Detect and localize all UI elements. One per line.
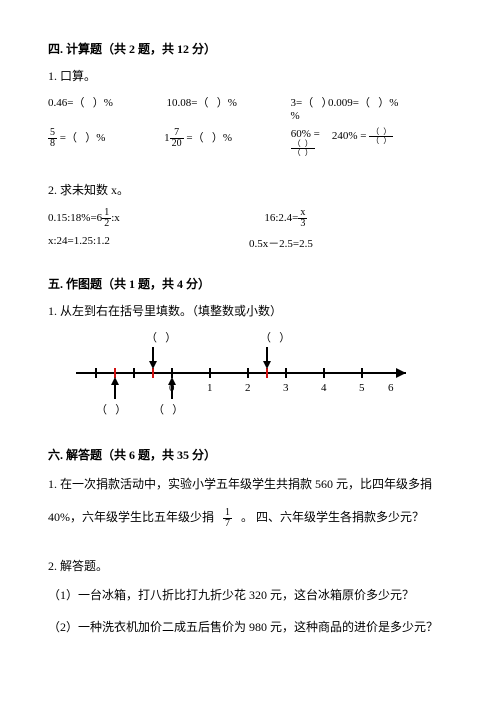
q4-1-label: 1. 口算。 bbox=[48, 67, 452, 84]
expr-text: ）% bbox=[85, 132, 105, 144]
numberline-wrap: 0 1 2 3 4 5 6 bbox=[66, 329, 452, 424]
q6-1-line2: 40%，六年级学生比五年级少捐 17 。 四、六年级学生各捐款多少元？ bbox=[48, 506, 452, 529]
expr-text: 3=（ bbox=[291, 97, 314, 109]
frac-den: 8 bbox=[48, 139, 57, 149]
calc-item: 3=（ ）% bbox=[291, 94, 329, 122]
expr-text bbox=[77, 132, 85, 144]
frac-den: 2 bbox=[102, 219, 111, 229]
expr-text: x:24=1.25:1.2 bbox=[48, 235, 110, 247]
expr-text: 240% = bbox=[332, 130, 367, 142]
fraction: 17 bbox=[223, 508, 232, 529]
calc-item: 0.46=（ ）% bbox=[48, 94, 167, 122]
expr-text: :x bbox=[111, 212, 120, 224]
top-arrows: （ ） （ ） bbox=[146, 331, 290, 369]
q6-1-text: 40%，六年级学生比五年级少捐 bbox=[48, 510, 214, 524]
eq-item: 0.5x－2.5=2.5 bbox=[249, 235, 452, 251]
eq-item: x:24=1.25:1.2 bbox=[48, 235, 249, 251]
q6-2-sub1: （1）一台冰箱，打八折比打九折少花 320 元，这台冰箱原价多少元？ bbox=[48, 584, 452, 607]
calc-item: 10.08=（ ）% bbox=[167, 94, 291, 122]
expr-text: ）% bbox=[217, 97, 237, 109]
tick-label: 5 bbox=[359, 382, 365, 394]
calc-item: 1720 =（ ）% bbox=[164, 128, 291, 157]
expr-text: 0.15:18%=6 bbox=[48, 212, 102, 224]
tick-label: 3 bbox=[283, 382, 289, 394]
expr-text: ）% bbox=[378, 97, 398, 109]
expr-text: 0.46=（ bbox=[48, 97, 84, 109]
expr-text bbox=[84, 97, 92, 109]
q6-2-sub2: （2）一种洗衣机加价二成五后售价为 980 元，这种商品的进价是多少元？ bbox=[48, 616, 452, 639]
frac-den: （ ） bbox=[369, 137, 393, 145]
calc-item: 0.009=（ ）% bbox=[328, 94, 452, 122]
expr-text: 16:2.4= bbox=[264, 212, 298, 224]
blank-paren: （ ） bbox=[146, 331, 176, 344]
fraction-blank: （ ）（ ） bbox=[369, 128, 393, 145]
numberline-svg: 0 1 2 3 4 5 6 bbox=[66, 329, 426, 419]
expr-text: ）% bbox=[212, 132, 232, 144]
section-6-title: 六. 解答题（共 6 题，共 35 分） bbox=[48, 446, 452, 463]
q5-1-label: 1. 从左到右在括号里填数。（填整数或小数） bbox=[48, 302, 452, 319]
section-4-title: 四. 计算题（共 2 题，共 12 分） bbox=[48, 40, 452, 57]
expr-text bbox=[208, 97, 216, 109]
tick-label: 6 bbox=[388, 382, 394, 394]
tick-label: 1 bbox=[207, 382, 213, 394]
frac-num: 1 bbox=[223, 508, 232, 519]
q4-1-row2: 58 =（ ）% 1720 =（ ）% 60% = （ ）（ ） 240% = … bbox=[48, 128, 452, 157]
frac-den: （ ） bbox=[291, 149, 315, 157]
expr-text: =（ bbox=[186, 132, 203, 144]
blank-paren: （ ） bbox=[96, 403, 126, 416]
expr-text bbox=[204, 132, 212, 144]
calc-item: 240% = （ ）（ ） bbox=[332, 128, 452, 157]
expr-text: 10.08=（ bbox=[167, 97, 209, 109]
blank-paren: （ ） bbox=[260, 331, 290, 344]
expr-text: ）% bbox=[93, 97, 113, 109]
q4-1-row1: 0.46=（ ）% 10.08=（ ）% 3=（ ）% 0.009=（ ）% bbox=[48, 94, 452, 122]
frac-den: 7 bbox=[223, 519, 232, 529]
q4-2-row2: x:24=1.25:1.2 0.5x－2.5=2.5 bbox=[48, 235, 452, 251]
page-root: 四. 计算题（共 2 题，共 12 分） 1. 口算。 0.46=（ ）% 10… bbox=[0, 0, 500, 639]
frac-den: 20 bbox=[170, 139, 184, 149]
section-5-title: 五. 作图题（共 1 题，共 4 分） bbox=[48, 275, 452, 292]
bottom-arrows: （ ） （ ） bbox=[96, 377, 183, 416]
eq-item: 0.15:18%=612:x bbox=[48, 208, 264, 229]
frac-den: 3 bbox=[298, 219, 307, 229]
fraction: 12 bbox=[102, 208, 111, 229]
blank-paren: （ ） bbox=[153, 403, 183, 416]
expr-text: 0.009=（ bbox=[328, 97, 370, 109]
q6-2-label: 2. 解答题。 bbox=[48, 557, 452, 574]
q6-1-line1: 1. 在一次捐款活动中，实验小学五年级学生共捐款 560 元，比四年级多捐 bbox=[48, 473, 452, 496]
fraction-blank: （ ）（ ） bbox=[291, 140, 315, 157]
eq-item: 16:2.4=x3 bbox=[264, 208, 452, 229]
q4-2-row1: 0.15:18%=612:x 16:2.4=x3 bbox=[48, 208, 452, 229]
expr-text: =（ bbox=[60, 132, 77, 144]
fraction: 58 bbox=[48, 128, 57, 149]
q6-1-text: 。 四、六年级学生各捐款多少元？ bbox=[241, 510, 424, 524]
expr-text: 0.5x－2.5=2.5 bbox=[249, 238, 313, 250]
expr-text bbox=[370, 97, 378, 109]
q4-2-label: 2. 求未知数 x。 bbox=[48, 181, 452, 198]
fraction: 720 bbox=[170, 128, 184, 149]
calc-item: 60% = （ ）（ ） bbox=[291, 128, 332, 157]
fraction: x3 bbox=[298, 208, 307, 229]
tick-label: 4 bbox=[321, 382, 327, 394]
calc-item: 58 =（ ）% bbox=[48, 128, 164, 157]
ticks: 0 1 2 3 4 5 6 bbox=[96, 368, 394, 394]
tick-label: 2 bbox=[245, 382, 251, 394]
